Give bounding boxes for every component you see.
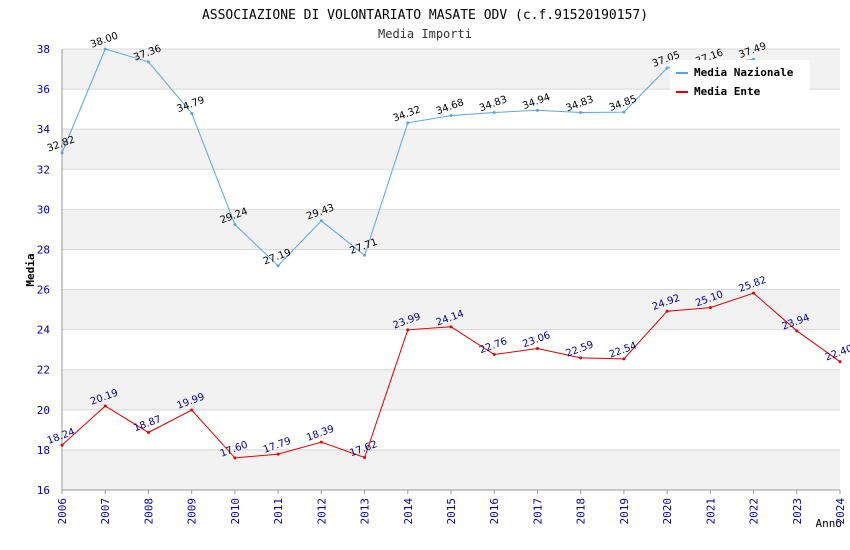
data-label: 18.39 xyxy=(305,424,336,444)
data-label: 23.06 xyxy=(521,330,552,350)
y-tick-label: 38 xyxy=(37,43,50,56)
y-tick-label: 16 xyxy=(37,484,50,497)
data-point xyxy=(622,110,626,114)
y-tick-label: 18 xyxy=(37,444,50,457)
data-point xyxy=(708,306,712,310)
data-label: 34.85 xyxy=(608,94,639,114)
data-point xyxy=(665,309,669,313)
data-label: 34.83 xyxy=(564,94,595,114)
data-label: 38.00 xyxy=(89,31,120,51)
grid-band xyxy=(62,209,840,250)
data-point xyxy=(190,408,194,412)
data-label: 22.54 xyxy=(608,340,639,360)
grid-band xyxy=(62,449,840,490)
y-tick-label: 24 xyxy=(37,324,51,337)
data-point xyxy=(103,404,107,408)
data-point xyxy=(233,223,237,227)
y-tick-label: 22 xyxy=(37,364,50,377)
x-tick-label: 2019 xyxy=(618,498,631,525)
x-tick-label: 2020 xyxy=(661,498,674,525)
data-label: 34.83 xyxy=(478,94,509,114)
data-point xyxy=(622,357,626,361)
y-tick-label: 20 xyxy=(37,404,50,417)
x-tick-labels: 2006 2007 2008 2009 2010 2011 2012 2013 2014 2015… xyxy=(56,498,847,525)
legend-label: Media Nazionale xyxy=(694,66,794,79)
y-tick-label: 34 xyxy=(37,123,51,136)
x-tick-label: 2018 xyxy=(575,498,588,525)
data-point xyxy=(363,456,367,460)
x-tick-label: 2024 xyxy=(834,498,847,525)
x-tick-label: 2010 xyxy=(229,498,242,525)
data-point xyxy=(146,60,150,64)
chart-subtitle: Media Importi xyxy=(378,27,472,41)
grid-band xyxy=(62,289,840,330)
y-tick-label: 26 xyxy=(37,284,50,297)
x-axis-label: Anno xyxy=(816,517,843,530)
legend-box xyxy=(670,60,810,102)
data-label: 22.59 xyxy=(564,339,595,359)
axes xyxy=(61,49,841,494)
legend-label: Media Ente xyxy=(694,85,761,98)
data-point xyxy=(449,325,453,329)
data-point xyxy=(233,456,237,460)
x-tick-label: 2013 xyxy=(359,498,372,525)
x-tick-label: 2009 xyxy=(186,498,199,525)
x-tick-label: 2007 xyxy=(99,498,112,525)
data-label: 34.68 xyxy=(435,97,466,117)
y-tick-label: 32 xyxy=(37,163,50,176)
data-point xyxy=(535,346,539,350)
series-lines xyxy=(60,47,842,460)
x-tick-label: 2012 xyxy=(315,498,328,525)
x-tick-label: 2014 xyxy=(402,498,415,525)
x-tick-label: 2008 xyxy=(142,498,155,525)
data-label: 34.94 xyxy=(521,92,552,112)
data-point xyxy=(752,291,756,295)
data-point xyxy=(276,452,280,456)
data-point xyxy=(795,329,799,333)
data-point xyxy=(535,108,539,112)
x-tick-label: 2015 xyxy=(445,498,458,525)
data-point xyxy=(449,114,453,118)
data-point xyxy=(492,111,496,115)
data-label: 22.40 xyxy=(824,343,850,363)
y-tick-label: 36 xyxy=(37,83,50,96)
data-point xyxy=(276,264,280,268)
data-point xyxy=(363,253,367,257)
y-axis-label: Media xyxy=(24,253,37,286)
x-tick-label: 2006 xyxy=(56,498,69,525)
data-point xyxy=(406,121,410,125)
data-point xyxy=(319,440,323,444)
x-tick-label: 2023 xyxy=(791,498,804,525)
data-point xyxy=(190,111,194,115)
data-point xyxy=(752,57,756,61)
grid-band xyxy=(62,369,840,410)
data-label: 18.87 xyxy=(132,414,163,434)
x-tick-label: 2021 xyxy=(704,498,717,525)
chart-title: ASSOCIAZIONE DI VOLONTARIATO MASATE ODV … xyxy=(202,8,648,23)
data-point xyxy=(665,66,669,70)
y-tick-labels: 16 18 20 22 24 26 28 30 32 34 36 38 xyxy=(37,43,51,497)
grid-band xyxy=(62,129,840,170)
x-tick-label: 2011 xyxy=(272,498,285,525)
data-point xyxy=(319,219,323,223)
data-point xyxy=(146,430,150,434)
data-point xyxy=(492,352,496,356)
y-tick-label: 28 xyxy=(37,243,50,256)
x-tick-label: 2016 xyxy=(488,498,501,525)
x-tick-label: 2017 xyxy=(531,498,544,525)
data-point xyxy=(103,47,107,51)
data-point xyxy=(579,356,583,360)
data-label: 18.24 xyxy=(46,427,77,447)
x-tick-label: 2022 xyxy=(748,498,761,525)
data-point xyxy=(60,443,64,447)
legend: Media Nazionale Media Ente xyxy=(670,60,810,102)
y-tick-label: 30 xyxy=(37,203,50,216)
data-point xyxy=(579,111,583,115)
data-point xyxy=(406,328,410,332)
data-point xyxy=(838,360,842,364)
data-point xyxy=(60,151,64,155)
